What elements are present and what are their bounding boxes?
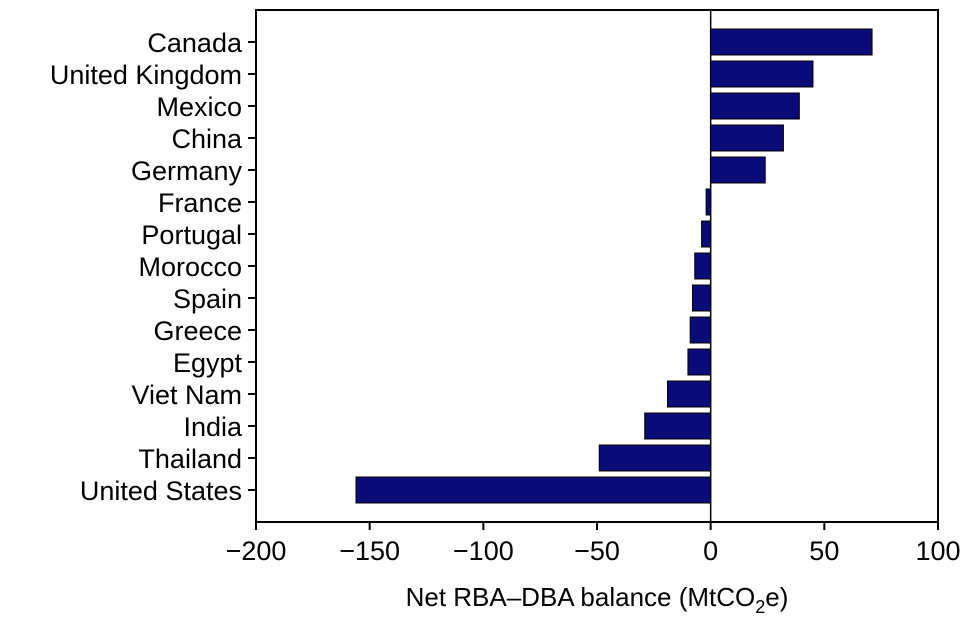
- category-label: India: [183, 412, 243, 442]
- category-label: Morocco: [138, 252, 242, 282]
- x-tick-labels: −200 −150 −100 −50 0 50 100: [226, 536, 961, 566]
- bar-france: [705, 188, 712, 216]
- bar-china: [710, 124, 784, 152]
- x-axis-title-main: Net RBA–DBA balance (MtCO: [406, 582, 756, 612]
- category-label: United States: [80, 476, 242, 506]
- x-axis-title-end: e): [765, 582, 788, 612]
- x-tick-label: −150: [339, 536, 400, 566]
- bar-united-kingdom: [710, 60, 814, 88]
- x-axis-title-subscript: 2: [755, 597, 765, 617]
- category-label: United Kingdom: [50, 60, 242, 90]
- x-axis-title: Net RBA–DBA balance (MtCO2e): [406, 582, 789, 617]
- category-label: Germany: [131, 156, 243, 186]
- bar-spain: [691, 284, 712, 312]
- bar-portugal: [701, 220, 712, 248]
- bar-morocco: [694, 252, 712, 280]
- plot-frame: [255, 9, 939, 523]
- category-label: Canada: [147, 28, 243, 58]
- category-label: Egypt: [173, 348, 243, 378]
- category-label: Spain: [173, 284, 242, 314]
- x-ticks: [255, 522, 939, 530]
- category-label: Thailand: [138, 444, 242, 474]
- x-tick-label: −200: [226, 536, 287, 566]
- bar-greece: [689, 316, 712, 344]
- bar-india: [644, 412, 712, 440]
- x-tick-label: 50: [809, 536, 839, 566]
- category-label: Greece: [153, 316, 242, 346]
- bars-group: [355, 28, 873, 504]
- category-label: Portugal: [141, 220, 242, 250]
- category-label: France: [158, 188, 242, 218]
- bar-united-states: [355, 476, 712, 504]
- x-tick-label: −100: [453, 536, 514, 566]
- bar-mexico: [710, 92, 800, 120]
- x-tick-label: 100: [915, 536, 960, 566]
- category-label: Mexico: [156, 92, 242, 122]
- category-label: China: [171, 124, 243, 154]
- category-label: Viet Nam: [131, 380, 242, 410]
- bar-canada: [710, 28, 873, 56]
- bar-viet-nam: [666, 380, 712, 408]
- x-tick-label: −50: [574, 536, 620, 566]
- x-tick-label: 0: [703, 536, 718, 566]
- bar-germany: [710, 156, 766, 184]
- bar-thailand: [598, 444, 712, 472]
- bar-egypt: [687, 348, 712, 376]
